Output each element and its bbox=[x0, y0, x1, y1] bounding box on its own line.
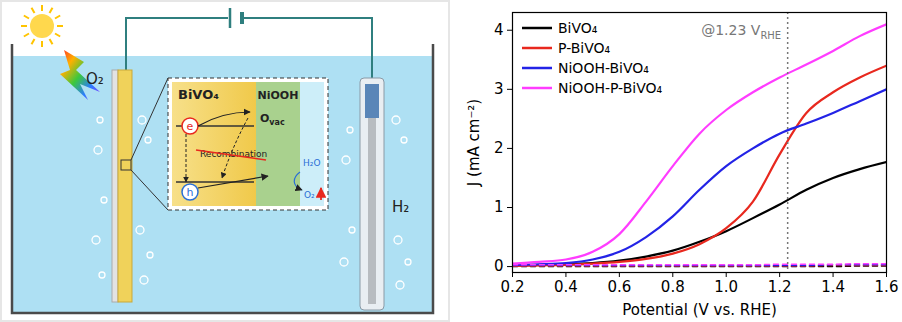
svg-text:0.6: 0.6 bbox=[607, 278, 631, 296]
svg-text:Potential (V vs. RHE): Potential (V vs. RHE) bbox=[622, 301, 777, 319]
svg-text:J (mA cm⁻²): J (mA cm⁻²) bbox=[465, 99, 483, 187]
svg-text:1.6: 1.6 bbox=[875, 278, 899, 296]
svg-text:H₂O: H₂O bbox=[303, 158, 320, 168]
svg-text:1: 1 bbox=[494, 198, 504, 216]
svg-text:2: 2 bbox=[494, 139, 504, 157]
svg-text:1.0: 1.0 bbox=[714, 278, 738, 296]
svg-text:0: 0 bbox=[494, 257, 504, 275]
svg-text:1.4: 1.4 bbox=[821, 278, 845, 296]
svg-text:0.8: 0.8 bbox=[661, 278, 685, 296]
svg-text:Recombination: Recombination bbox=[200, 149, 267, 159]
svg-text:H₂: H₂ bbox=[392, 198, 409, 216]
svg-text:Ovac: Ovac bbox=[260, 112, 285, 127]
svg-text:O₂: O₂ bbox=[86, 70, 104, 88]
svg-text:4: 4 bbox=[494, 21, 504, 39]
html-text:NiOOH-P-BiVO₄: NiOOH-P-BiVO₄ bbox=[558, 80, 663, 96]
svg-text:0.4: 0.4 bbox=[554, 278, 578, 296]
svg-text:3: 3 bbox=[494, 80, 504, 98]
html-text:@1.23 VRHE: @1.23 VRHE bbox=[701, 22, 782, 41]
svg-text:e: e bbox=[187, 120, 194, 133]
html-text:NiOOH-BiVO₄: NiOOH-BiVO₄ bbox=[558, 60, 649, 76]
svg-text:O₂: O₂ bbox=[304, 190, 315, 200]
svg-text:0.2: 0.2 bbox=[501, 278, 525, 296]
html-text:P-BiVO₄: P-BiVO₄ bbox=[558, 40, 611, 56]
svg-text:1.2: 1.2 bbox=[768, 278, 792, 296]
html-text:BiVO₄: BiVO₄ bbox=[558, 20, 598, 36]
svg-text:NiOOH: NiOOH bbox=[258, 89, 299, 102]
svg-text:h: h bbox=[187, 186, 194, 199]
svg-text:BiVO₄: BiVO₄ bbox=[178, 87, 219, 102]
